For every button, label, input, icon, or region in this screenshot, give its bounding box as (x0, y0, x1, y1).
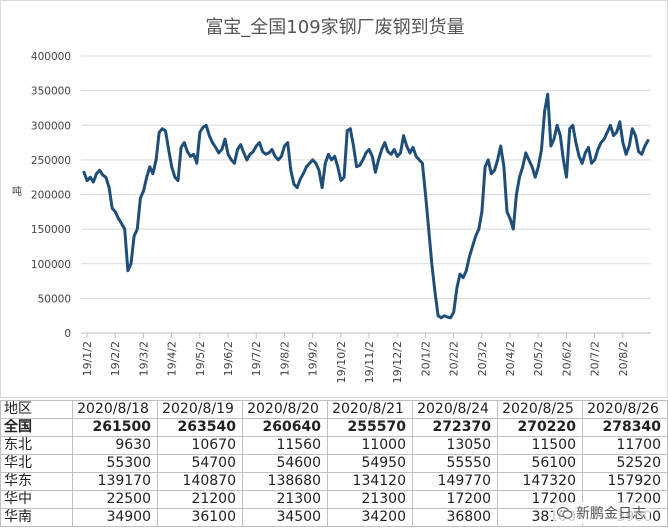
x-tick-label: 20/8/2 (617, 341, 630, 376)
table-cell: 21300 (242, 490, 328, 509)
table-cell: 138680 (242, 472, 328, 491)
x-tick-label: 19/6/2 (222, 341, 235, 376)
x-tick-label: 19/4/2 (166, 341, 179, 376)
series-line (82, 92, 650, 320)
regional-data-table: 地区 2020/8/18 2020/8/19 2020/8/20 2020/8/… (0, 400, 668, 527)
x-tick-label: 19/2/2 (109, 341, 122, 376)
header-date: 2020/8/18 (72, 400, 158, 419)
table-cell: 13050 (412, 436, 498, 455)
table-row: 华东 139170 140870 138680 134120 149770 147320 15… (0, 472, 668, 491)
table-cell: 54700 (157, 454, 243, 473)
table-cell: 139170 (72, 472, 158, 491)
table-cell: 36800 (412, 508, 498, 527)
header-date: 2020/8/20 (242, 400, 328, 419)
region-name: 华中 (0, 490, 73, 509)
header-date: 2020/8/25 (497, 400, 583, 419)
table-cell: 147320 (497, 472, 583, 491)
table-cell: 270220 (497, 418, 583, 437)
table-row: 华北 55300 54700 54600 54950 55550 56100 52520 (0, 454, 668, 473)
table-cell: 55300 (72, 454, 158, 473)
x-tick-label: 19/9/2 (307, 341, 320, 376)
watermark-text: 新鹏金日志 (576, 506, 646, 522)
table-cell: 54950 (327, 454, 413, 473)
table-cell: 21300 (327, 490, 413, 509)
table-header-row: 地区 2020/8/18 2020/8/19 2020/8/20 2020/8/… (0, 400, 668, 419)
x-tick-label: 20/6/2 (560, 341, 573, 376)
y-tick-label: 50000 (38, 293, 71, 305)
table-cell: 54600 (242, 454, 328, 473)
region-name: 华南 (0, 508, 73, 527)
x-tick-label: 19/11/2 (363, 341, 376, 383)
x-tick-label: 20/4/2 (504, 341, 517, 376)
table-cell: 22500 (72, 490, 158, 509)
grid-lines (81, 55, 651, 334)
table-cell: 11500 (497, 436, 583, 455)
table-cell: 157920 (582, 472, 668, 491)
y-tick-label: 0 (64, 328, 71, 340)
region-name: 全国 (0, 418, 73, 437)
y-axis-label: 吨 (12, 185, 22, 198)
y-tick-label: 250000 (31, 155, 71, 167)
x-tick-label: 19/10/2 (335, 341, 348, 383)
y-tick-label: 400000 (31, 51, 71, 63)
x-tick-label: 19/7/2 (250, 341, 263, 376)
table-cell: 11700 (582, 436, 668, 455)
table-row: 全国 261500 263540 260640 255570 272370 270220 27… (0, 418, 668, 437)
header-region: 地区 (0, 400, 73, 419)
series-layer (82, 92, 650, 320)
y-axis-ticks: 0 50000 100000 150000 200000 250000 300000 3500… (31, 51, 71, 340)
table-cell: 10670 (157, 436, 243, 455)
x-tick-label: 19/5/2 (194, 341, 207, 376)
table-cell: 17200 (412, 490, 498, 509)
x-tick-label: 20/7/2 (589, 341, 602, 376)
chart-title: 富宝_全国109家钢厂废钢到货量 (205, 17, 464, 38)
header-date: 2020/8/24 (412, 400, 498, 419)
table-cell: 278340 (582, 418, 668, 437)
table-cell: 255570 (327, 418, 413, 437)
x-tick-label: 20/2/2 (448, 341, 461, 376)
chart-panel: 富宝_全国109家钢厂废钢到货量 吨 0 50000 100000 150000 200… (0, 0, 668, 398)
table-cell: 11000 (327, 436, 413, 455)
table-cell: 263540 (157, 418, 243, 437)
table-cell: 55550 (412, 454, 498, 473)
x-tick-label: 20/3/2 (476, 341, 489, 376)
x-tick-label: 19/8/2 (278, 341, 291, 376)
x-tick-label: 19/1/2 (81, 341, 94, 376)
table-cell: 9630 (72, 436, 158, 455)
table-cell: 56100 (497, 454, 583, 473)
table-row: 东北 9630 10670 11560 11000 13050 11500 11700 (0, 436, 668, 455)
region-name: 东北 (0, 436, 73, 455)
x-axis-ticks: 19/1/2 19/2/2 19/3/2 19/4/2 19/5/2 19/6/2 19/7… (81, 333, 630, 383)
y-tick-label: 100000 (31, 259, 71, 271)
header-date: 2020/8/21 (327, 400, 413, 419)
table-cell: 149770 (412, 472, 498, 491)
table-cell: 21200 (157, 490, 243, 509)
line-chart: 富宝_全国109家钢厂废钢到货量 吨 0 50000 100000 150000 200… (12, 17, 651, 383)
header-date: 2020/8/26 (582, 400, 668, 419)
table-cell: 34500 (242, 508, 328, 527)
table-cell: 34900 (72, 508, 158, 527)
wechat-icon (556, 506, 573, 520)
y-tick-label: 200000 (31, 190, 71, 202)
table-cell: 140870 (157, 472, 243, 491)
watermark: 新鹏金日志 (553, 502, 650, 524)
table-cell: 52520 (582, 454, 668, 473)
table-cell: 11560 (242, 436, 328, 455)
table-cell: 260640 (242, 418, 328, 437)
table-cell: 34200 (327, 508, 413, 527)
table-cell: 272370 (412, 418, 498, 437)
x-tick-label: 19/12/2 (391, 341, 404, 383)
x-tick-label: 20/5/2 (532, 341, 545, 376)
y-tick-label: 300000 (31, 120, 71, 132)
region-name: 华北 (0, 454, 73, 473)
table-cell: 261500 (72, 418, 158, 437)
header-date: 2020/8/19 (157, 400, 243, 419)
x-tick-label: 20/1/2 (419, 341, 432, 376)
x-tick-label: 19/3/2 (137, 341, 150, 376)
region-name: 华东 (0, 472, 73, 491)
y-tick-label: 350000 (31, 86, 71, 98)
table-cell: 134120 (327, 472, 413, 491)
y-tick-label: 150000 (31, 224, 71, 236)
table-cell: 36100 (157, 508, 243, 527)
